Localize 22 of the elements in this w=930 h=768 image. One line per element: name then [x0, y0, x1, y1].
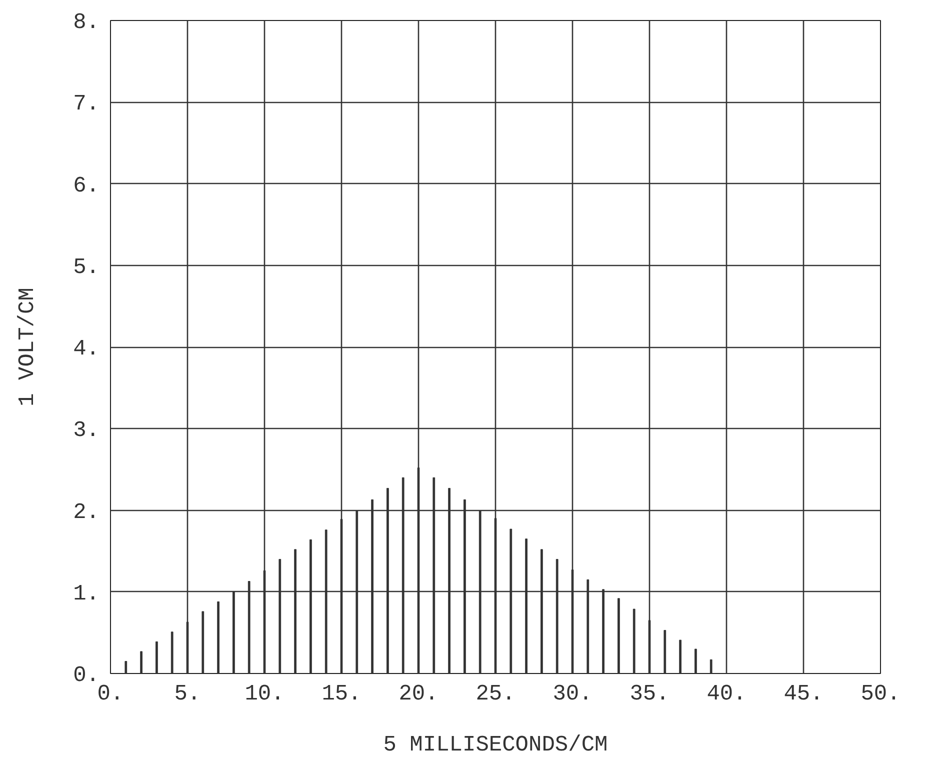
x-tick-label: 15.: [322, 682, 362, 706]
x-tick-label: 10.: [244, 682, 284, 706]
x-tick-label: 40.: [706, 682, 746, 706]
x-tick-label: 20.: [398, 682, 438, 706]
y-tick-label: 7.: [73, 92, 100, 117]
x-tick-label: 35.: [630, 682, 670, 706]
y-tick-label: 1.: [73, 581, 100, 606]
x-axis-title: 5 MILLISECONDS/CM: [383, 732, 608, 758]
y-tick-label: 0.: [73, 663, 100, 688]
x-tick-label: 0.: [97, 682, 124, 706]
y-axis-title: 1 VOLT/CM: [15, 288, 40, 406]
y-tick-label: 3.: [73, 418, 100, 444]
x-tick-label: 50.: [860, 682, 900, 706]
y-tick-label: 8.: [73, 10, 100, 35]
x-tick-label: 45.: [784, 682, 824, 706]
x-tick-label: 25.: [476, 682, 516, 706]
y-tick-label: 2.: [73, 500, 100, 525]
y-tick-label: 5.: [73, 254, 100, 280]
x-tick-label: 30.: [552, 682, 592, 706]
y-tick-label: 4.: [73, 336, 100, 362]
x-tick-label: 5.: [174, 682, 201, 706]
y-tick-label: 6.: [73, 173, 100, 198]
